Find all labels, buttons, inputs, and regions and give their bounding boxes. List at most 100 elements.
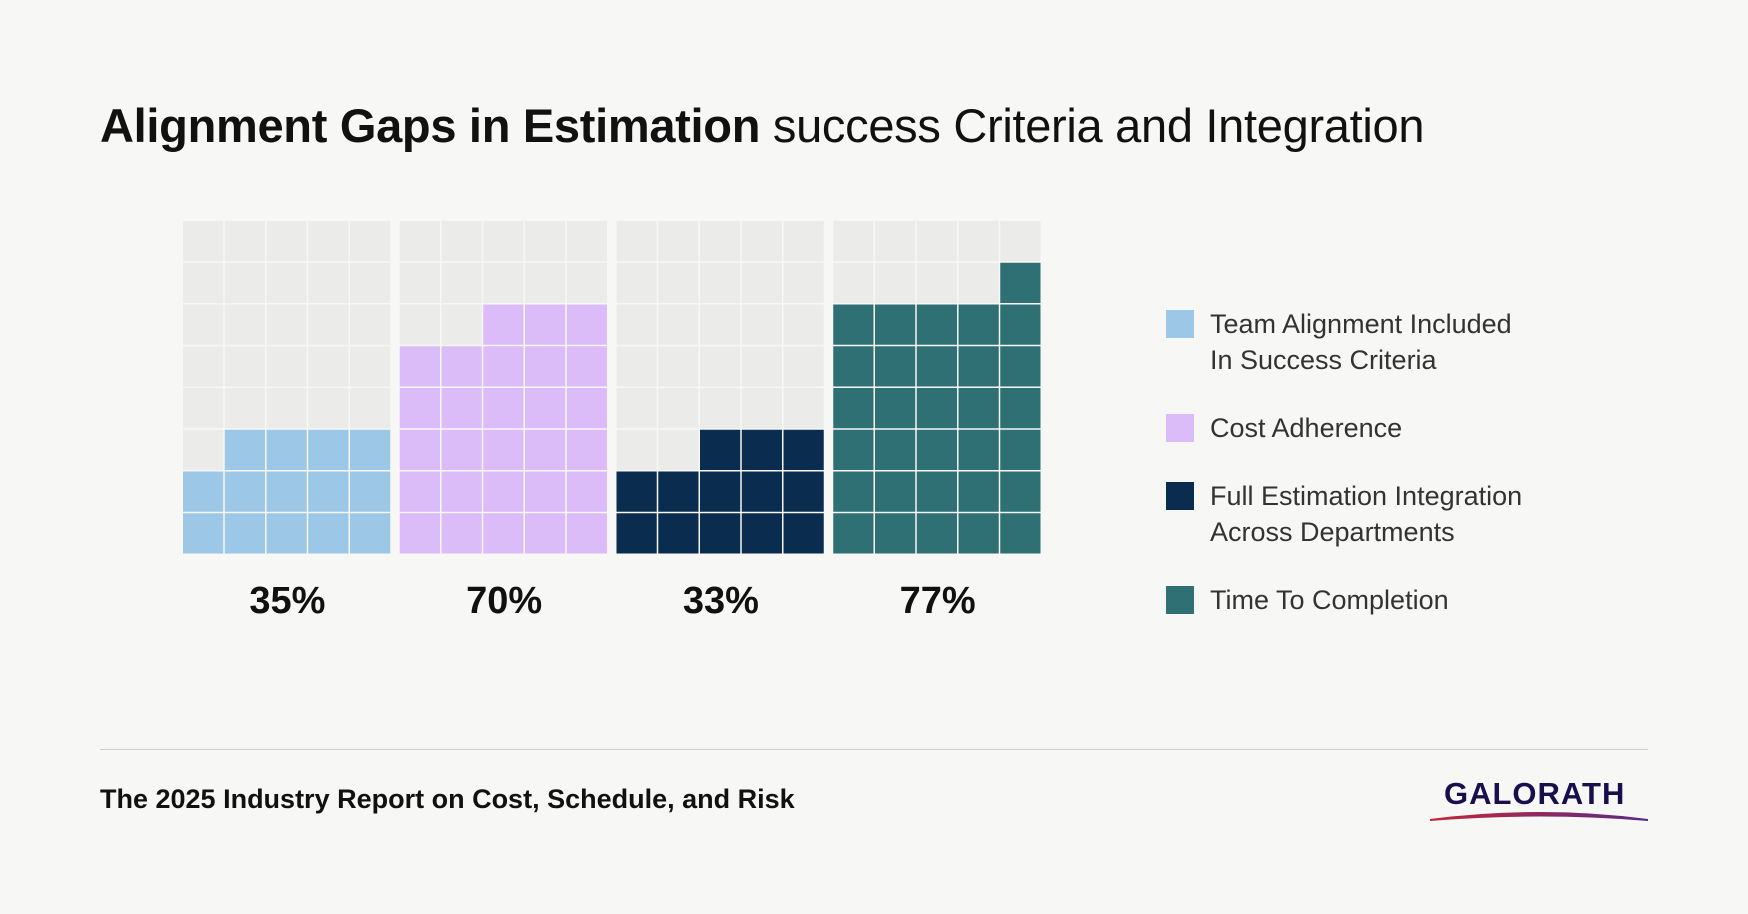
waffle-cell-filled [399, 388, 440, 429]
waffle-cell-empty [658, 388, 699, 429]
waffle-cell-empty [833, 262, 874, 303]
waffle-cell-filled [566, 346, 607, 387]
waffle-cell-filled [741, 429, 782, 470]
waffle-cell-empty [183, 346, 224, 387]
waffle-cell-empty [183, 221, 224, 262]
waffle-cell-empty [308, 304, 349, 345]
waffle-cell-filled [525, 346, 566, 387]
waffle-cell-empty [658, 221, 699, 262]
legend-swatch [1166, 586, 1194, 614]
waffle-cell-empty [566, 262, 607, 303]
waffle-cell-filled [833, 471, 874, 512]
waffle-cell-filled [783, 513, 824, 554]
waffle-cell-filled [308, 471, 349, 512]
waffle-cell-empty [916, 221, 957, 262]
waffle-cell-filled [483, 304, 524, 345]
waffle-cell-empty [783, 262, 824, 303]
waffle-cell-empty [783, 221, 824, 262]
waffle-cell-empty [224, 304, 265, 345]
waffle-cell-empty [399, 304, 440, 345]
waffle-cell-filled [483, 388, 524, 429]
waffle-cell-filled [566, 471, 607, 512]
waffle-cell-filled [875, 513, 916, 554]
waffle-cell-filled [741, 513, 782, 554]
waffle-cell-filled [399, 429, 440, 470]
waffle-cell-filled [441, 513, 482, 554]
waffle-cell-filled [441, 471, 482, 512]
waffle-cell-empty [224, 262, 265, 303]
waffle-cell-empty [441, 221, 482, 262]
waffle-cell-filled [525, 388, 566, 429]
waffle-cell-filled [875, 304, 916, 345]
waffle-cell-empty [700, 221, 741, 262]
waffle-cell-empty [658, 304, 699, 345]
legend-label: Full Estimation Integration Across Depar… [1210, 481, 1523, 547]
waffle-cell-filled [483, 471, 524, 512]
waffle-cell-filled [483, 513, 524, 554]
waffle-cell-filled [441, 429, 482, 470]
waffle-cell-empty [183, 304, 224, 345]
waffle-cell-filled [616, 513, 657, 554]
waffle-cell-filled [833, 346, 874, 387]
waffle-cell-filled [308, 429, 349, 470]
waffle-cell-filled [958, 429, 999, 470]
waffle-cell-filled [441, 388, 482, 429]
waffle-cell-filled [224, 471, 265, 512]
waffle-cell-empty [658, 262, 699, 303]
waffle-cell-filled [399, 471, 440, 512]
waffle-cell-filled [916, 304, 957, 345]
waffle-cell-filled [224, 429, 265, 470]
waffle-cell-empty [741, 304, 782, 345]
logo-swoosh-icon [1430, 812, 1648, 821]
galorath-logo: GALORATH [1430, 776, 1648, 824]
waffle-cell-filled [875, 471, 916, 512]
waffle-cell-empty [308, 221, 349, 262]
waffle-cell-filled [1000, 388, 1041, 429]
waffle-cell-filled [875, 388, 916, 429]
waffle-cell-filled [783, 471, 824, 512]
waffle-cell-filled [483, 346, 524, 387]
legend-label: Team Alignment Included In Success Crite… [1210, 309, 1512, 375]
waffle-cell-empty [658, 346, 699, 387]
waffle-cell-filled [224, 513, 265, 554]
waffle-cell-empty [958, 262, 999, 303]
legend-swatch [1166, 310, 1194, 338]
logo-text: GALORATH [1444, 776, 1626, 811]
waffle-cell-filled [658, 513, 699, 554]
waffle-cell-filled [266, 513, 307, 554]
waffle-cell-empty [483, 221, 524, 262]
waffle-cell-filled [700, 513, 741, 554]
waffle-cell-empty [525, 262, 566, 303]
waffle-cell-empty [399, 262, 440, 303]
waffle-cell-empty [616, 262, 657, 303]
waffle-cell-empty [441, 304, 482, 345]
waffle-cell-empty [266, 346, 307, 387]
waffle-cell-empty [741, 346, 782, 387]
waffle-cell-empty [350, 346, 391, 387]
waffle-cell-filled [616, 471, 657, 512]
waffle-cell-filled [916, 471, 957, 512]
waffle-cell-empty [224, 221, 265, 262]
waffle-cell-filled [958, 471, 999, 512]
waffle-cell-empty [616, 221, 657, 262]
waffle-cell-filled [399, 346, 440, 387]
waffle-cell-empty [183, 388, 224, 429]
waffle-cell-filled [1000, 346, 1041, 387]
waffle-cell-empty [741, 221, 782, 262]
waffle-cell-empty [266, 304, 307, 345]
waffle-cell-filled [1000, 513, 1041, 554]
waffle-cell-empty [658, 429, 699, 470]
waffle-cell-empty [616, 429, 657, 470]
waffle-cell-filled [916, 346, 957, 387]
waffle-cell-filled [741, 471, 782, 512]
waffle-cell-empty [1000, 221, 1041, 262]
chart-title: Alignment Gaps in Estimation success Cri… [100, 98, 1425, 153]
waffle-cell-empty [350, 262, 391, 303]
waffle-cell-empty [875, 262, 916, 303]
waffle-cell-filled [266, 471, 307, 512]
waffle-cell-empty [350, 221, 391, 262]
waffle-cell-empty [308, 388, 349, 429]
waffle-cell-filled [1000, 471, 1041, 512]
waffle-cell-empty [700, 388, 741, 429]
value-label: 33% [683, 580, 759, 622]
